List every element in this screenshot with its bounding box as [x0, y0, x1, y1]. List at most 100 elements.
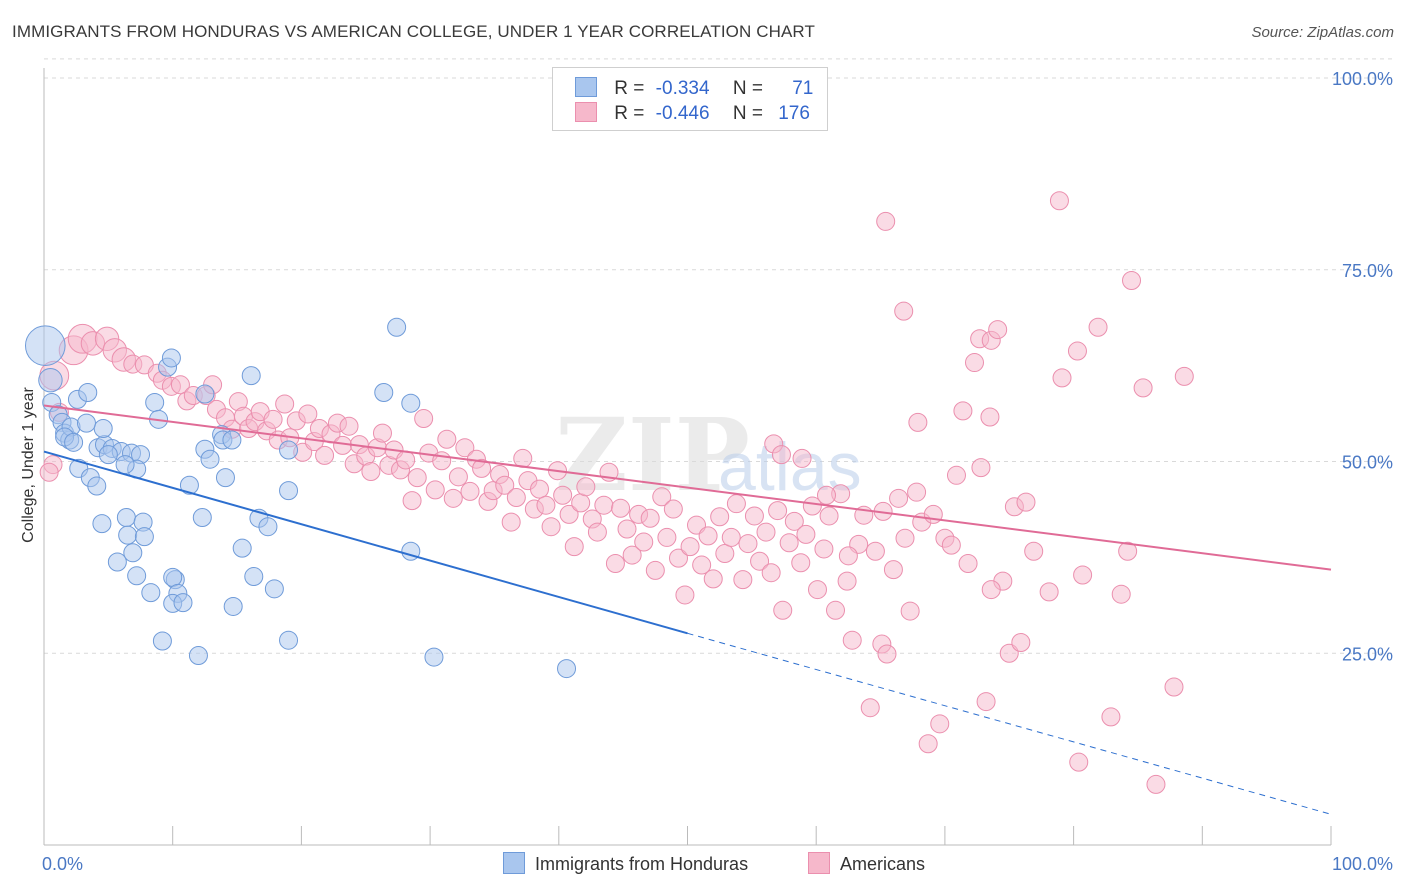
scatter-point — [895, 528, 915, 548]
scatter-point — [1146, 774, 1166, 794]
scatter-point — [1174, 366, 1194, 386]
scatter-point — [779, 533, 799, 553]
scatter-point — [339, 416, 359, 436]
trend-line — [43, 404, 1332, 571]
scatter-point — [802, 496, 822, 516]
scatter-point — [264, 579, 284, 599]
scatter-point — [791, 553, 811, 573]
legend-swatch-pink — [575, 102, 597, 122]
trend-lines — [43, 404, 1332, 815]
scatter-point — [244, 567, 264, 587]
y-tick-label: 100.0% — [1332, 69, 1393, 89]
chart-title: IMMIGRANTS FROM HONDURAS VS AMERICAN COL… — [12, 22, 815, 41]
scatter-point — [127, 566, 147, 586]
scatter-point — [698, 526, 718, 546]
scatter-point — [860, 698, 880, 718]
scatter-point — [564, 537, 584, 557]
scatter-point — [455, 438, 475, 458]
scatter-point — [24, 325, 66, 366]
scatter-point — [298, 404, 318, 424]
scatter-point — [634, 532, 654, 552]
scatter-point — [826, 600, 846, 620]
scatter-point — [1016, 492, 1036, 512]
scatter-point — [437, 429, 457, 449]
scatter-point — [396, 450, 416, 470]
scatter-point — [279, 630, 299, 650]
scatter-point — [443, 488, 463, 508]
scatter-point — [837, 571, 857, 591]
scatter-point — [401, 393, 421, 413]
scatter-point — [692, 555, 712, 575]
scatter-point — [258, 517, 278, 537]
scatter-point — [733, 570, 753, 590]
scatter-point — [622, 545, 642, 565]
scatter-point — [980, 407, 1000, 427]
scatter-point — [816, 485, 836, 505]
scatter-point — [513, 448, 533, 468]
scatter-point — [87, 476, 107, 496]
scatter-point — [374, 382, 394, 402]
scatter-point — [726, 494, 746, 514]
scatter-point — [173, 593, 193, 613]
scatter-point — [78, 382, 98, 402]
scatter-point — [1111, 584, 1131, 604]
scatter-point — [900, 601, 920, 621]
scatter-point — [663, 499, 683, 519]
scatter-point — [761, 563, 781, 583]
legend-r-value: -0.446 — [655, 103, 710, 124]
scatter-point — [263, 409, 283, 429]
scatter-point — [918, 734, 938, 754]
scatter-point — [865, 541, 885, 561]
scatter-point — [771, 445, 791, 465]
scatter-point — [1088, 317, 1108, 337]
legend-n-value: 71 — [792, 78, 814, 99]
scatter-point — [107, 552, 127, 572]
honduras-points — [24, 317, 577, 679]
bottom-legend-swatch-blue — [503, 852, 525, 874]
scatter-point — [115, 455, 135, 475]
scatter-point — [571, 493, 591, 513]
scatter-point — [668, 548, 688, 568]
scatter-point — [506, 488, 526, 508]
scatter-point — [640, 508, 660, 528]
scatter-point — [200, 449, 220, 469]
legend-n-value: 176 — [778, 103, 810, 124]
scatter-point — [988, 320, 1008, 340]
scatter-point — [361, 461, 381, 481]
scatter-point — [424, 647, 444, 667]
scatter-point — [576, 477, 596, 497]
legend-row-americans: R = -0.446 N = 176 — [575, 102, 810, 126]
scatter-point — [39, 462, 59, 482]
scatter-point — [232, 538, 252, 558]
scatter-point — [179, 475, 199, 495]
scatter-point — [703, 569, 723, 589]
scatter-point — [894, 301, 914, 321]
scatter-point — [1073, 565, 1093, 585]
scatter-point — [981, 580, 1001, 600]
scatter-point — [594, 495, 614, 515]
scatter-point — [675, 585, 695, 605]
scatter-point — [315, 445, 335, 465]
bottom-legend-honduras: Immigrants from Honduras — [503, 852, 748, 875]
scatter-point — [223, 596, 243, 616]
scatter-point — [1024, 541, 1044, 561]
scatter-point — [170, 375, 190, 395]
scatter-point — [141, 583, 161, 603]
scatter-point — [92, 514, 112, 534]
scatter-point — [1122, 270, 1142, 290]
scatter-point — [953, 401, 973, 421]
scatter-point — [738, 534, 758, 554]
scatter-point — [275, 394, 295, 414]
scatter-point — [1164, 677, 1184, 697]
scatter-point — [796, 524, 816, 544]
scatter-point — [93, 419, 113, 439]
scatter-point — [557, 659, 577, 679]
legend-r-value: -0.334 — [655, 78, 710, 99]
scatter-point — [605, 554, 625, 574]
grid-layer — [44, 58, 1392, 654]
scatter-point — [889, 488, 909, 508]
tick-labels: 25.0% 50.0% 75.0% 100.0% 0.0% 100.0% — [42, 69, 1393, 874]
y-axis-label: College, Under 1 year — [20, 387, 37, 543]
scatter-point — [784, 511, 804, 531]
